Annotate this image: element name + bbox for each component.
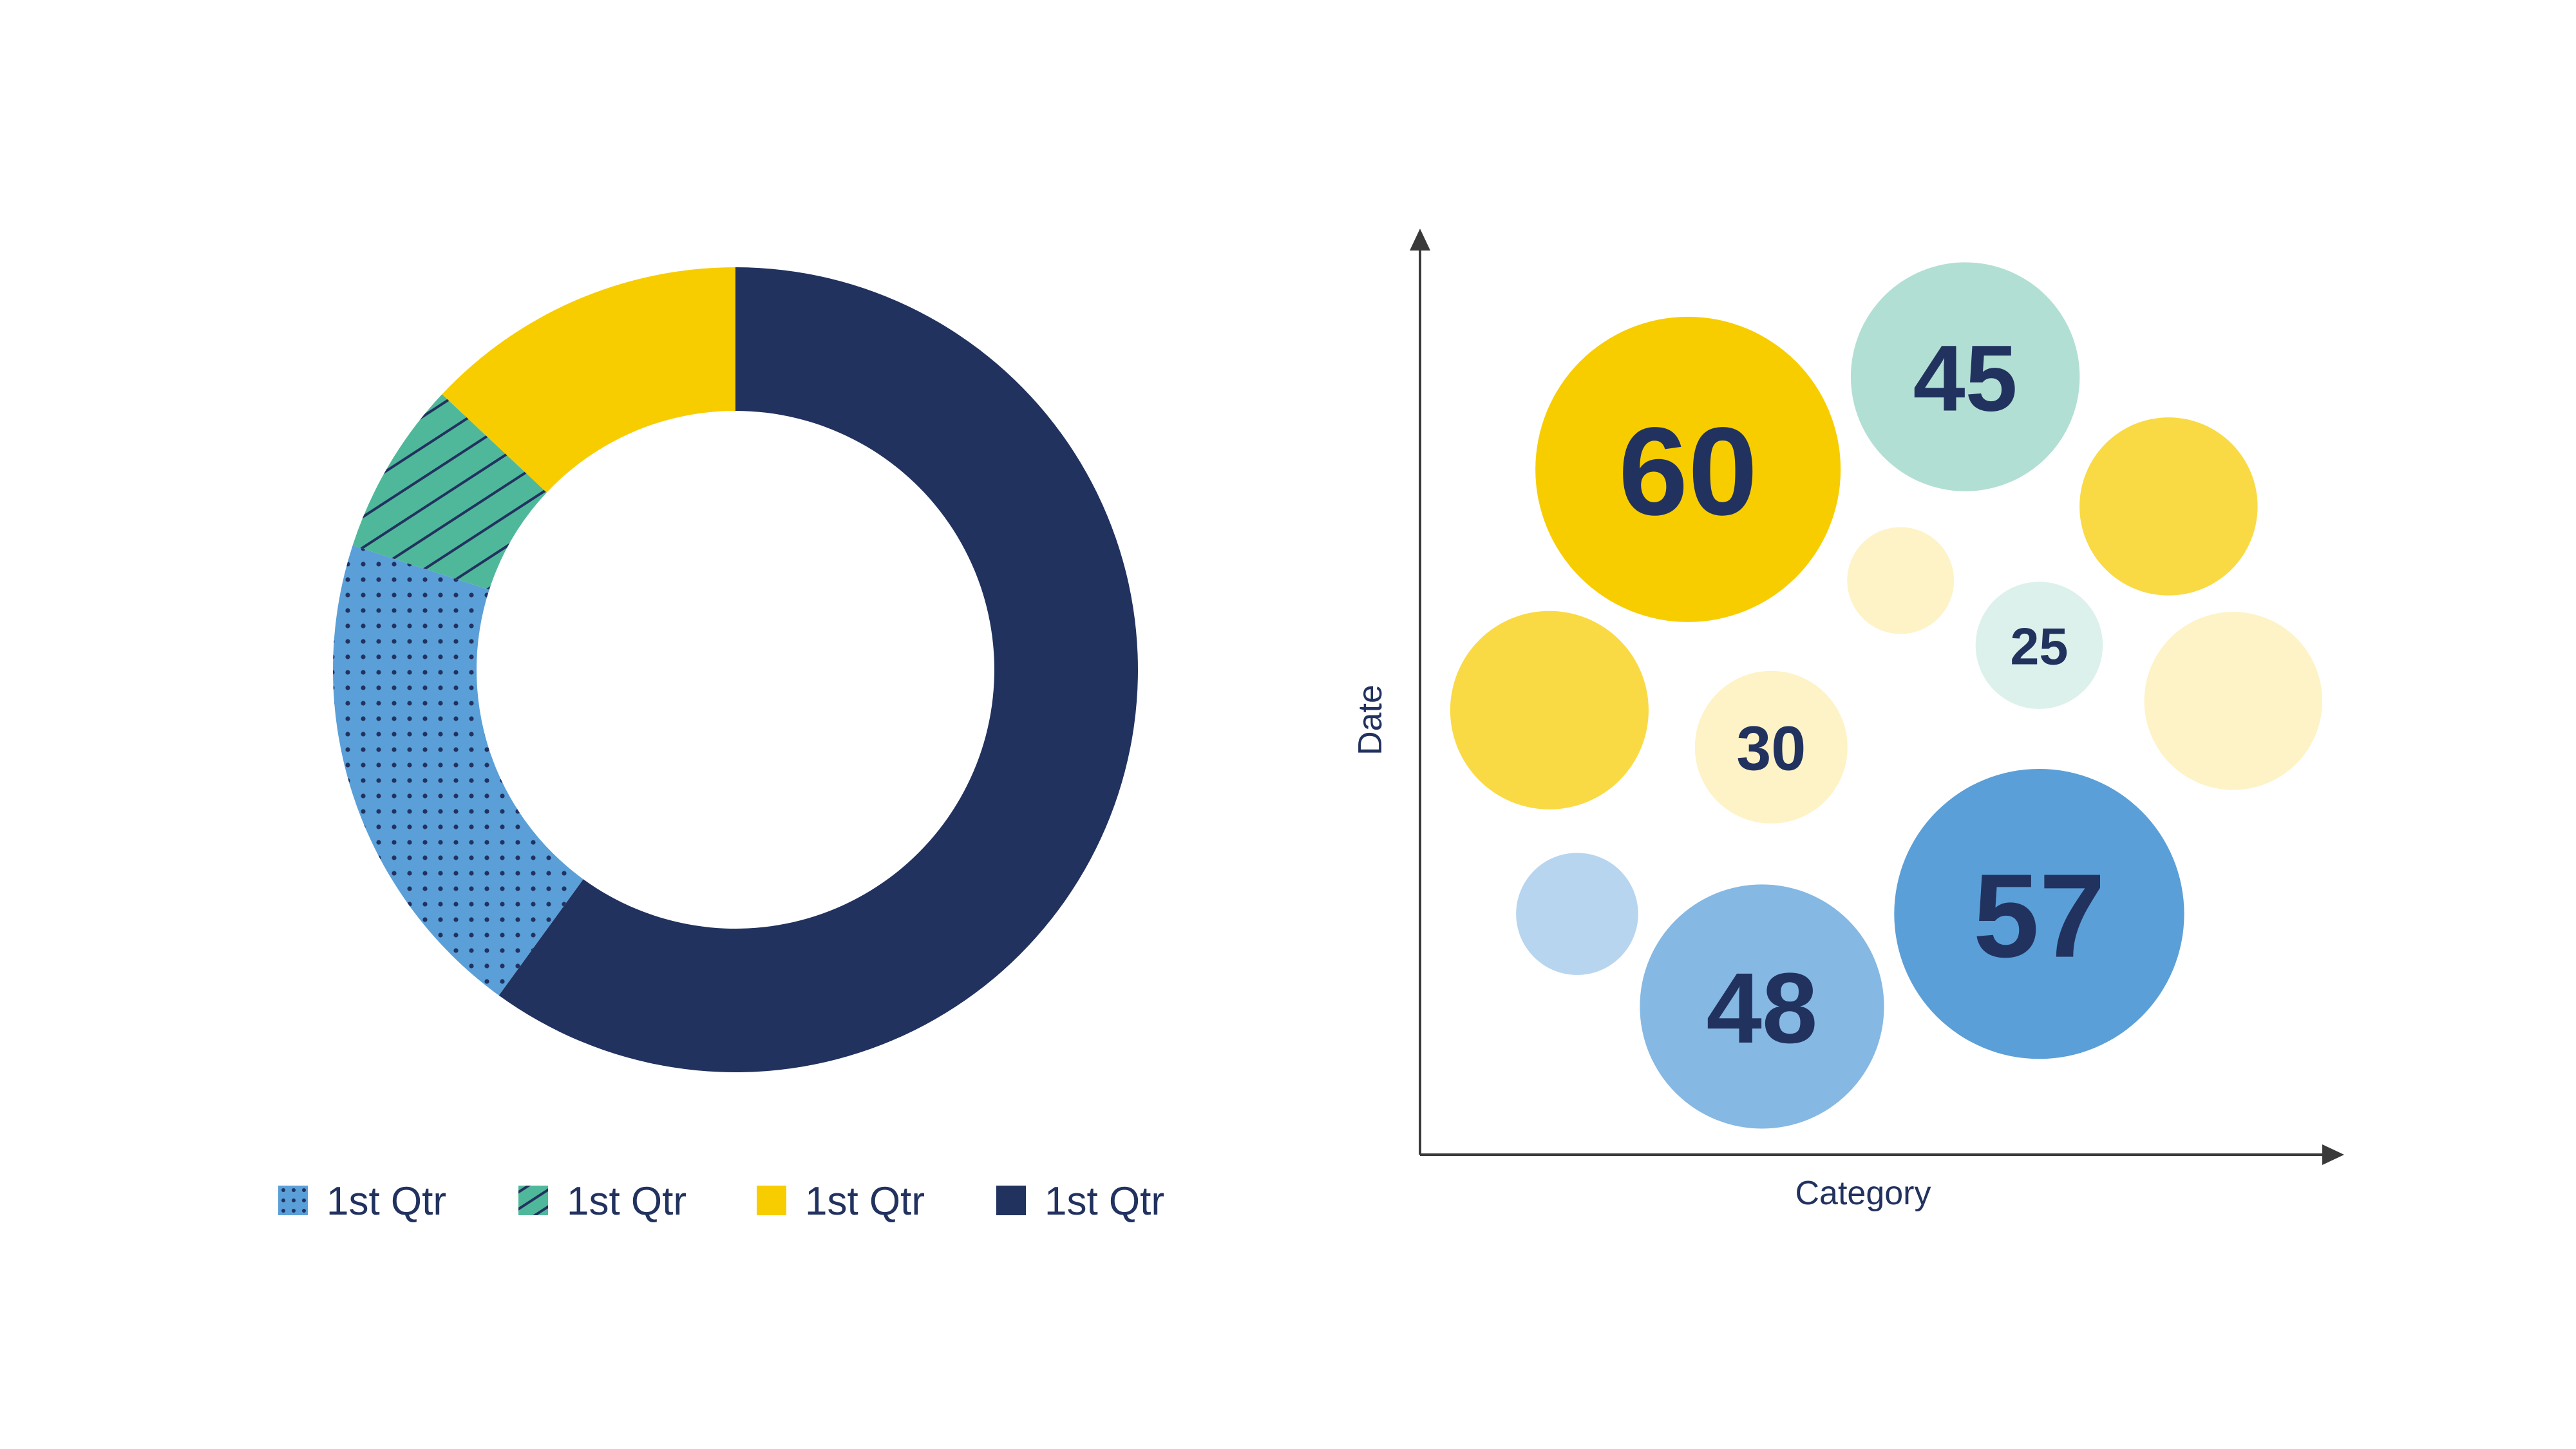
bubble-4 bbox=[1975, 582, 2103, 709]
bubble-6 bbox=[1450, 611, 1649, 810]
bubble-axes bbox=[1410, 229, 2344, 1165]
bubble-9 bbox=[1516, 853, 1638, 975]
donut-slice-3 bbox=[442, 267, 735, 493]
bubble-label-8: 57 bbox=[1973, 850, 2105, 983]
bubble-10 bbox=[1640, 884, 1884, 1129]
bubble-7 bbox=[1694, 670, 1848, 824]
donut-slice-2 bbox=[352, 394, 547, 590]
legend-swatch-0 bbox=[278, 1186, 308, 1215]
bubble-label-1: 45 bbox=[1913, 326, 2018, 431]
legend-label-2: 1st Qtr bbox=[805, 1179, 925, 1224]
bubble-label-10: 48 bbox=[1706, 952, 1817, 1064]
bubble-chart: 60 45 25 30 57 48 Category Date bbox=[1352, 229, 2344, 1212]
legend-label-3: 1st Qtr bbox=[1045, 1179, 1164, 1224]
bubble-label-7: 30 bbox=[1736, 713, 1806, 783]
bubble-0 bbox=[1535, 316, 1841, 622]
bubble-label-4: 25 bbox=[2010, 618, 2068, 676]
bubbles: 60 45 25 30 57 48 bbox=[1450, 262, 2323, 1129]
x-axis-arrow bbox=[2322, 1144, 2344, 1165]
donut-legend: 1st Qtr 1st Qtr 1st Qtr 1st Qtr bbox=[278, 1179, 1164, 1224]
bubble-2 bbox=[2079, 417, 2258, 596]
legend-swatch-1 bbox=[518, 1186, 548, 1215]
donut-chart bbox=[332, 267, 1138, 1073]
y-axis-label: Date bbox=[1352, 685, 1389, 755]
legend-swatch-3 bbox=[996, 1186, 1026, 1215]
bubble-8 bbox=[1894, 768, 2184, 1059]
bubble-3 bbox=[1847, 527, 1955, 634]
bubble-label-0: 60 bbox=[1618, 402, 1757, 542]
bubble-1 bbox=[1850, 262, 2080, 491]
x-axis-label: Category bbox=[1795, 1175, 1931, 1212]
donut-slice-0 bbox=[498, 267, 1138, 1073]
bubble-5 bbox=[2144, 612, 2323, 790]
legend-label-0: 1st Qtr bbox=[327, 1179, 446, 1224]
y-axis-arrow bbox=[1410, 229, 1430, 251]
legend-swatch-2 bbox=[757, 1186, 786, 1215]
legend-label-1: 1st Qtr bbox=[567, 1179, 687, 1224]
donut-slice-1 bbox=[332, 545, 583, 996]
